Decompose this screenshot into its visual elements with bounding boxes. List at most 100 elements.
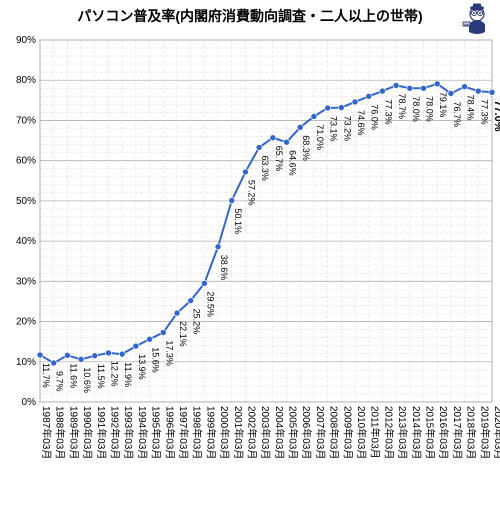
data-label: 78.4% [466, 95, 476, 121]
data-label: 78.0% [425, 96, 435, 122]
x-tick-label: 2006年03月 [300, 406, 313, 459]
x-tick-label: 1995年03月 [150, 406, 163, 459]
data-label: 77.3% [479, 99, 489, 125]
svg-text:80%: 80% [16, 75, 36, 86]
data-label: 11.6% [68, 363, 78, 388]
x-tick-label: 1996年03月 [163, 406, 176, 459]
data-label: 73.2% [342, 116, 352, 142]
data-point [37, 352, 43, 358]
svg-text:10%: 10% [16, 357, 36, 368]
x-tick-label: 1988年03月 [54, 406, 67, 459]
svg-text:0%: 0% [22, 397, 37, 408]
data-point [379, 88, 385, 94]
data-point [119, 351, 125, 357]
data-point [297, 124, 303, 130]
x-tick-label: 2020年03月 [492, 406, 500, 459]
data-point [229, 197, 235, 203]
data-label: 12.2% [109, 361, 119, 387]
data-point [434, 81, 440, 87]
data-point [242, 169, 248, 175]
data-point [393, 82, 399, 88]
data-label: 76.7% [452, 101, 462, 127]
data-point [105, 350, 111, 356]
data-point [92, 353, 98, 359]
data-label: 17.3% [164, 340, 174, 366]
svg-text:40%: 40% [16, 236, 36, 247]
data-label: 68.3% [301, 135, 311, 161]
x-tick-label: 2001年03月 [232, 406, 245, 459]
data-point [174, 310, 180, 316]
data-label: 79.1% [438, 92, 448, 118]
data-label: 73.1% [329, 116, 339, 142]
x-tick-label: 2003年03月 [259, 406, 272, 459]
data-label: 65.7% [274, 146, 284, 172]
data-label: 50.1% [233, 208, 243, 234]
x-tick-label: 1998年03月 [191, 406, 204, 459]
x-tick-label: 2005年03月 [287, 406, 300, 459]
svg-text:90%: 90% [16, 35, 36, 46]
data-point [215, 244, 221, 250]
x-tick-label: 1989年03月 [67, 406, 80, 459]
data-point [284, 139, 290, 145]
x-tick-label: 2015年03月 [424, 406, 437, 459]
x-tick-label: 2004年03月 [273, 406, 286, 459]
data-label: 76.0% [370, 104, 380, 130]
data-label: 78.7% [397, 93, 407, 119]
data-label: 78.0% [411, 96, 421, 122]
x-tick-label: 1987年03月 [40, 406, 53, 459]
x-tick-label: 2018年03月 [465, 406, 478, 459]
data-label: 71.0% [315, 124, 325, 150]
x-tick-label: 2012年03月 [382, 406, 395, 459]
data-label: 11.9% [123, 362, 133, 387]
data-point [64, 352, 70, 358]
x-tick-label: 1997年03月 [177, 406, 190, 459]
x-tick-label: 2008年03月 [328, 406, 341, 459]
data-point [338, 105, 344, 111]
x-tick-label: 2016年03月 [437, 406, 450, 459]
mascot-icon [460, 2, 494, 36]
data-point [78, 356, 84, 362]
x-tick-label: 2002年03月 [245, 406, 258, 459]
svg-text:20%: 20% [16, 317, 36, 328]
svg-text:50%: 50% [16, 196, 36, 207]
data-point [407, 85, 413, 91]
data-label: 11.7% [41, 363, 51, 388]
data-point [325, 105, 331, 111]
data-label: 10.6% [82, 367, 92, 393]
data-point [133, 343, 139, 349]
data-point [462, 84, 468, 90]
data-label: 29.5% [205, 291, 215, 317]
x-tick-label: 1994年03月 [136, 406, 149, 459]
x-tick-label: 2009年03月 [341, 406, 354, 459]
data-point [147, 336, 153, 342]
x-tick-label: 2014年03月 [410, 406, 423, 459]
data-label: 77.0% [492, 100, 500, 131]
x-tick-label: 2007年03月 [314, 406, 327, 459]
data-point [201, 280, 207, 286]
x-tick-label: 2000年03月 [218, 406, 231, 459]
data-point [256, 144, 262, 150]
data-point [489, 89, 495, 95]
data-point [160, 329, 166, 335]
data-point [352, 99, 358, 105]
series-line [40, 84, 492, 363]
chart-container: パソコン普及率(内閣府消費動向調査・二人以上の世帯) 0%10%20%30%40… [0, 0, 500, 500]
x-tick-label: 1993年03月 [122, 406, 135, 459]
data-label: 15.6% [151, 347, 161, 373]
data-label: 64.6% [288, 150, 298, 176]
data-label: 25.2% [192, 309, 202, 335]
data-label: 38.6% [219, 255, 229, 281]
x-tick-label: 2010年03月 [355, 406, 368, 459]
x-tick-label: 1990年03月 [81, 406, 94, 459]
x-tick-label: 1991年03月 [95, 406, 108, 459]
data-point [311, 113, 317, 119]
x-tick-label: 2017年03月 [451, 406, 464, 459]
data-point [475, 88, 481, 94]
data-label: 63.3% [260, 155, 270, 181]
data-label: 9.7% [55, 371, 65, 392]
data-label: 22.1% [178, 321, 188, 347]
svg-text:60%: 60% [16, 156, 36, 167]
x-tick-label: 2013年03月 [396, 406, 409, 459]
x-tick-label: 2019年03月 [478, 406, 491, 459]
svg-text:70%: 70% [16, 115, 36, 126]
